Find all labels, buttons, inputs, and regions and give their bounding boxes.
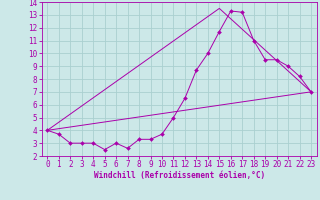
- X-axis label: Windchill (Refroidissement éolien,°C): Windchill (Refroidissement éolien,°C): [94, 171, 265, 180]
